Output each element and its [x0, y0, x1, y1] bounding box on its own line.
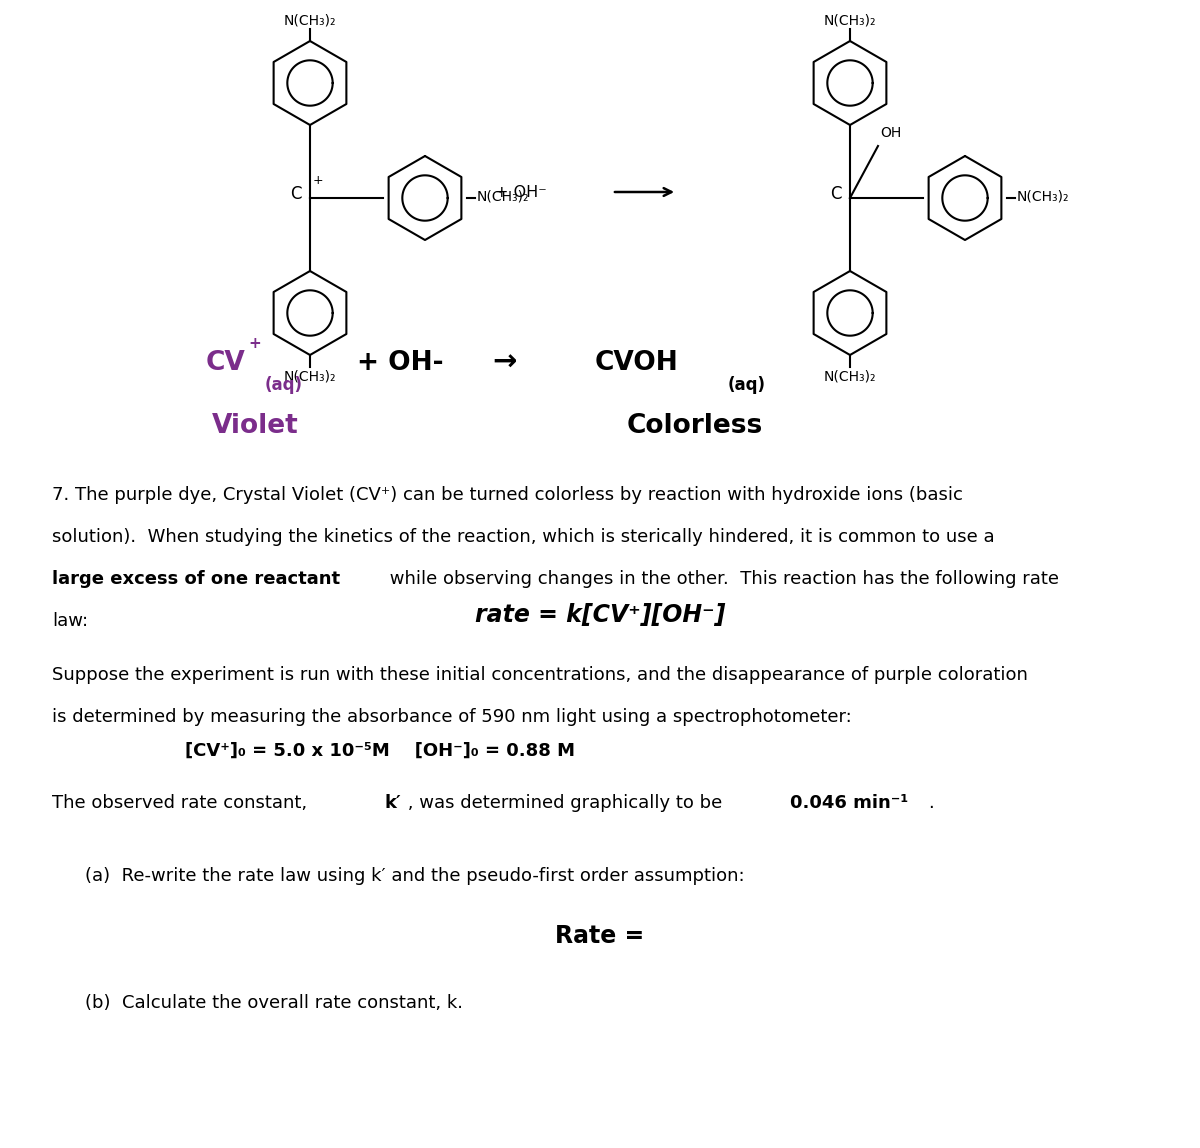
Text: is determined by measuring the absorbance of 590 nm light using a spectrophotome: is determined by measuring the absorbanc… [52, 708, 852, 726]
Text: k′: k′ [384, 794, 401, 812]
Text: N(CH₃)₂: N(CH₃)₂ [476, 189, 529, 203]
Text: (aq): (aq) [728, 377, 766, 394]
Text: +: + [248, 335, 260, 350]
Text: The observed rate constant,: The observed rate constant, [52, 794, 313, 812]
Text: 0.046 min⁻¹: 0.046 min⁻¹ [790, 794, 908, 812]
Text: Rate =: Rate = [556, 924, 644, 948]
Text: solution).  When studying the kinetics of the reaction, which is sterically hind: solution). When studying the kinetics of… [52, 528, 995, 546]
Text: Violet: Violet [211, 413, 299, 439]
Text: large excess of one reactant: large excess of one reactant [52, 571, 340, 588]
Text: →: → [493, 349, 517, 377]
Text: N(CH₃)₂: N(CH₃)₂ [283, 13, 336, 28]
Text: Colorless: Colorless [626, 413, 763, 439]
Text: rate = k[CV⁺][OH⁻]: rate = k[CV⁺][OH⁻] [475, 603, 725, 627]
Text: law:: law: [52, 612, 88, 630]
Text: N(CH₃)₂: N(CH₃)₂ [823, 13, 876, 28]
Text: + OH⁻: + OH⁻ [496, 185, 547, 200]
Text: (aq): (aq) [265, 377, 302, 394]
Text: .: . [928, 794, 934, 812]
Text: , was determined graphically to be: , was determined graphically to be [402, 794, 728, 812]
Text: Suppose the experiment is run with these initial concentrations, and the disappe: Suppose the experiment is run with these… [52, 666, 1028, 684]
Text: +: + [313, 173, 324, 186]
Text: + OH-: + OH- [356, 350, 443, 377]
Text: N(CH₃)₂: N(CH₃)₂ [1018, 189, 1069, 203]
Text: (b)  Calculate the overall rate constant, k.: (b) Calculate the overall rate constant,… [85, 994, 463, 1013]
Text: CVOH: CVOH [595, 350, 679, 377]
Text: while observing changes in the other.  This reaction has the following rate: while observing changes in the other. Th… [384, 571, 1060, 588]
Text: C: C [290, 185, 302, 203]
Text: N(CH₃)₂: N(CH₃)₂ [823, 369, 876, 383]
Text: 7. The purple dye, Crystal Violet (CV⁺) can be turned colorless by reaction with: 7. The purple dye, Crystal Violet (CV⁺) … [52, 486, 962, 504]
Text: CV: CV [205, 350, 245, 377]
Text: [CV⁺]₀ = 5.0 x 10⁻⁵M    [OH⁻]₀ = 0.88 M: [CV⁺]₀ = 5.0 x 10⁻⁵M [OH⁻]₀ = 0.88 M [185, 742, 575, 760]
Text: N(CH₃)₂: N(CH₃)₂ [283, 369, 336, 383]
Text: C: C [830, 185, 842, 203]
Text: OH: OH [880, 126, 901, 140]
Text: (a)  Re-write the rate law using k′ and the pseudo-first order assumption:: (a) Re-write the rate law using k′ and t… [85, 867, 745, 885]
